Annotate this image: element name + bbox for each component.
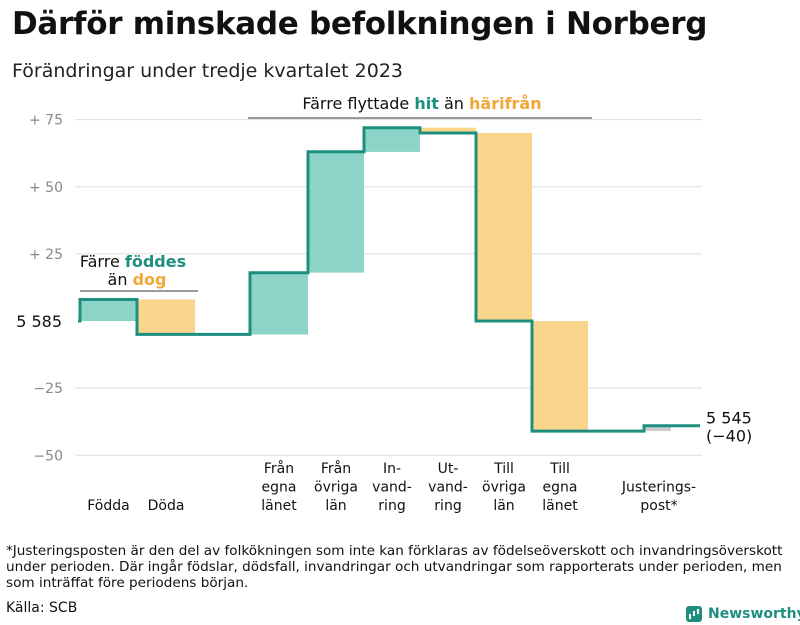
- category-label: vand-: [372, 480, 412, 496]
- bar-till-övriga-län: [476, 133, 532, 321]
- category-label: vand-: [428, 480, 468, 496]
- annotation-highlight-hit: hit: [414, 94, 439, 113]
- category-label: Till: [549, 461, 570, 477]
- category-label: post*: [640, 498, 677, 514]
- category-label: In-: [383, 461, 401, 477]
- waterfall-chart: + 75 + 50 + 25 5 585 −25 −50 5 545(−40) Födda D…: [16, 94, 752, 514]
- end-value-label: 5 545: [706, 409, 752, 428]
- newsworthy-logo: Newsworthy: [686, 603, 800, 625]
- y-tick-label: + 50: [29, 180, 63, 196]
- category-label: länet: [261, 498, 297, 514]
- category-label: Till: [493, 461, 514, 477]
- category-label: län: [493, 498, 514, 514]
- category-label: ring: [378, 498, 405, 514]
- end-change-label: (−40): [706, 427, 752, 446]
- category-label: egna: [543, 480, 578, 496]
- y-tick-label: −50: [33, 448, 63, 464]
- category-label: länet: [542, 498, 578, 514]
- annotation-text: än: [439, 94, 469, 113]
- category-label: Födda: [87, 498, 129, 514]
- bar-till-egna-länet: [532, 321, 588, 432]
- category-label: ring: [434, 498, 461, 514]
- category-label: egna: [262, 480, 297, 496]
- chart-subtitle: Förändringar under tredje kvartalet 2023: [12, 60, 404, 82]
- annotation-fodda-line2: än dog: [108, 270, 167, 289]
- bar-födda: [80, 299, 137, 321]
- chart-title: Därför minskade befolkningen i Norberg: [12, 6, 708, 42]
- category-label: Ut-: [438, 461, 459, 477]
- bar-döda: [137, 299, 195, 335]
- y-tick-label: + 25: [29, 247, 63, 263]
- cumulative-step-line: [78, 126, 700, 433]
- annotation-flytt: Färre flyttade hit än härifrån: [302, 94, 541, 113]
- source: Källa: SCB: [6, 600, 78, 616]
- category-label: övriga: [482, 480, 526, 496]
- category-label: Justerings-: [621, 480, 696, 496]
- annotation-text: än: [108, 270, 133, 289]
- bar-från-övriga-län: [308, 151, 364, 273]
- annotation-highlight-dog: dog: [133, 270, 167, 289]
- bar-justeringspost-: [644, 425, 671, 432]
- footnote: *Justeringsposten är den del av folkökni…: [6, 543, 783, 591]
- annotation-text: Färre flyttade: [302, 94, 414, 113]
- bar-från-egna-länet: [250, 272, 308, 335]
- bar-utvandring: [420, 127, 476, 134]
- brand-name: Newsworthy: [708, 606, 800, 622]
- y-tick-label: −25: [33, 381, 63, 397]
- category-label: Från: [321, 460, 351, 477]
- category-label: län: [325, 498, 346, 514]
- annotation-text: Färre: [80, 252, 125, 271]
- y-tick-label: + 75: [29, 113, 63, 129]
- annotation-fodda-line1: Färre föddes: [80, 252, 186, 271]
- bar-chart-icon: [686, 606, 702, 622]
- annotation-highlight-fodda: föddes: [125, 252, 186, 271]
- start-value-label: 5 585: [16, 312, 62, 331]
- category-label: Döda: [148, 498, 185, 514]
- annotation-highlight-harifran: härifrån: [469, 94, 542, 113]
- category-label: Från: [264, 460, 294, 477]
- bar-invandring: [364, 127, 420, 152]
- category-label: övriga: [314, 480, 358, 496]
